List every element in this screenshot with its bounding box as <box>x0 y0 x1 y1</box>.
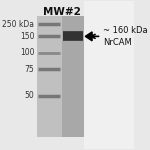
Text: ~ 160 kDa
NrCAM: ~ 160 kDa NrCAM <box>103 26 147 47</box>
FancyBboxPatch shape <box>84 1 134 149</box>
Text: 250 kDa: 250 kDa <box>2 20 34 29</box>
Polygon shape <box>85 32 92 41</box>
Text: 150: 150 <box>20 32 34 41</box>
Text: MW#2: MW#2 <box>43 7 81 17</box>
Text: 100: 100 <box>20 48 34 57</box>
Text: 50: 50 <box>25 91 34 100</box>
FancyBboxPatch shape <box>37 16 62 137</box>
Text: 75: 75 <box>25 64 34 74</box>
FancyBboxPatch shape <box>62 16 84 137</box>
